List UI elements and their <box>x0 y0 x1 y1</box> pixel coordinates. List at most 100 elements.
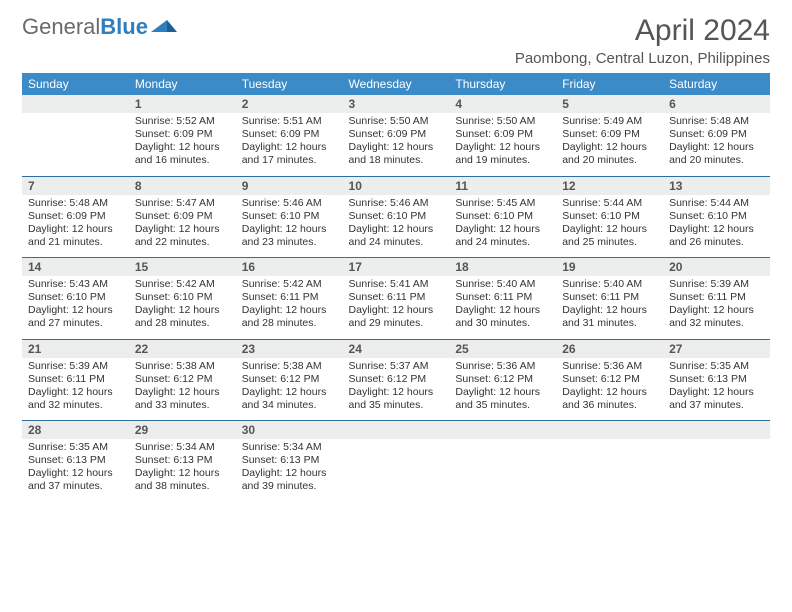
sunset-text: Sunset: 6:09 PM <box>242 128 337 141</box>
sunrise-text: Sunrise: 5:34 AM <box>242 441 337 454</box>
day-info: Sunrise: 5:44 AMSunset: 6:10 PMDaylight:… <box>663 195 770 258</box>
day-cell: Sunrise: 5:42 AMSunset: 6:10 PMDaylight:… <box>129 276 236 339</box>
daylight-text: Daylight: 12 hours and 17 minutes. <box>242 141 337 167</box>
sunset-text: Sunset: 6:12 PM <box>242 373 337 386</box>
day-cell: 25 <box>449 340 556 358</box>
day-info: Sunrise: 5:42 AMSunset: 6:10 PMDaylight:… <box>129 276 236 339</box>
day-info: Sunrise: 5:44 AMSunset: 6:10 PMDaylight:… <box>556 195 663 258</box>
daylight-text: Daylight: 12 hours and 34 minutes. <box>242 386 337 412</box>
daylight-text: Daylight: 12 hours and 24 minutes. <box>455 223 550 249</box>
day-number: 23 <box>236 340 343 358</box>
day-cell: Sunrise: 5:50 AMSunset: 6:09 PMDaylight:… <box>449 113 556 176</box>
day-cell: 24 <box>343 340 450 358</box>
day-number <box>449 421 556 439</box>
daybody-row: Sunrise: 5:43 AMSunset: 6:10 PMDaylight:… <box>22 276 770 339</box>
sunset-text: Sunset: 6:09 PM <box>562 128 657 141</box>
day-number: 28 <box>22 421 129 439</box>
day-info: Sunrise: 5:43 AMSunset: 6:10 PMDaylight:… <box>22 276 129 339</box>
day-info: Sunrise: 5:36 AMSunset: 6:12 PMDaylight:… <box>556 358 663 421</box>
daynum-row: 282930 <box>22 421 770 439</box>
day-cell: Sunrise: 5:40 AMSunset: 6:11 PMDaylight:… <box>449 276 556 339</box>
sunrise-text: Sunrise: 5:36 AM <box>562 360 657 373</box>
sunrise-text: Sunrise: 5:34 AM <box>135 441 230 454</box>
sunset-text: Sunset: 6:11 PM <box>455 291 550 304</box>
daylight-text: Daylight: 12 hours and 20 minutes. <box>669 141 764 167</box>
day-cell <box>343 421 450 439</box>
title-block: April 2024 Paombong, Central Luzon, Phil… <box>515 14 770 67</box>
day-info: Sunrise: 5:34 AMSunset: 6:13 PMDaylight:… <box>236 439 343 502</box>
day-info: Sunrise: 5:40 AMSunset: 6:11 PMDaylight:… <box>556 276 663 339</box>
day-number: 21 <box>22 340 129 358</box>
day-cell: 5 <box>556 95 663 113</box>
daybody-row: Sunrise: 5:52 AMSunset: 6:09 PMDaylight:… <box>22 113 770 176</box>
sunset-text: Sunset: 6:11 PM <box>669 291 764 304</box>
daylight-text: Daylight: 12 hours and 37 minutes. <box>28 467 123 493</box>
sunrise-text: Sunrise: 5:39 AM <box>669 278 764 291</box>
day-number: 13 <box>663 177 770 195</box>
day-number: 18 <box>449 258 556 276</box>
day-cell <box>663 421 770 439</box>
logo-text-2: Blue <box>100 14 148 40</box>
sunrise-text: Sunrise: 5:50 AM <box>455 115 550 128</box>
day-cell: Sunrise: 5:48 AMSunset: 6:09 PMDaylight:… <box>22 195 129 258</box>
day-cell: Sunrise: 5:47 AMSunset: 6:09 PMDaylight:… <box>129 195 236 258</box>
day-number: 17 <box>343 258 450 276</box>
day-cell: Sunrise: 5:44 AMSunset: 6:10 PMDaylight:… <box>663 195 770 258</box>
day-cell <box>556 421 663 439</box>
sunset-text: Sunset: 6:09 PM <box>135 210 230 223</box>
day-cell: 20 <box>663 258 770 276</box>
day-info: Sunrise: 5:39 AMSunset: 6:11 PMDaylight:… <box>663 276 770 339</box>
day-number: 16 <box>236 258 343 276</box>
daylight-text: Daylight: 12 hours and 28 minutes. <box>242 304 337 330</box>
daylight-text: Daylight: 12 hours and 24 minutes. <box>349 223 444 249</box>
day-cell: Sunrise: 5:36 AMSunset: 6:12 PMDaylight:… <box>556 358 663 421</box>
day-info: Sunrise: 5:47 AMSunset: 6:09 PMDaylight:… <box>129 195 236 258</box>
daylight-text: Daylight: 12 hours and 21 minutes. <box>28 223 123 249</box>
daylight-text: Daylight: 12 hours and 26 minutes. <box>669 223 764 249</box>
day-cell: 10 <box>343 177 450 195</box>
day-info: Sunrise: 5:39 AMSunset: 6:11 PMDaylight:… <box>22 358 129 421</box>
day-number: 24 <box>343 340 450 358</box>
calendar-table: Sunday Monday Tuesday Wednesday Thursday… <box>22 73 770 502</box>
sunset-text: Sunset: 6:09 PM <box>455 128 550 141</box>
day-cell <box>663 439 770 502</box>
sunrise-text: Sunrise: 5:45 AM <box>455 197 550 210</box>
day-cell: Sunrise: 5:48 AMSunset: 6:09 PMDaylight:… <box>663 113 770 176</box>
day-info: Sunrise: 5:38 AMSunset: 6:12 PMDaylight:… <box>236 358 343 421</box>
day-cell: 16 <box>236 258 343 276</box>
daylight-text: Daylight: 12 hours and 25 minutes. <box>562 223 657 249</box>
calendar-body: 123456Sunrise: 5:52 AMSunset: 6:09 PMDay… <box>22 95 770 502</box>
day-number: 26 <box>556 340 663 358</box>
day-info: Sunrise: 5:48 AMSunset: 6:09 PMDaylight:… <box>663 113 770 176</box>
daylight-text: Daylight: 12 hours and 38 minutes. <box>135 467 230 493</box>
sunrise-text: Sunrise: 5:38 AM <box>242 360 337 373</box>
day-cell: Sunrise: 5:46 AMSunset: 6:10 PMDaylight:… <box>343 195 450 258</box>
sunrise-text: Sunrise: 5:47 AM <box>135 197 230 210</box>
sunset-text: Sunset: 6:09 PM <box>349 128 444 141</box>
day-info: Sunrise: 5:48 AMSunset: 6:09 PMDaylight:… <box>22 195 129 258</box>
sunset-text: Sunset: 6:10 PM <box>455 210 550 223</box>
sunset-text: Sunset: 6:12 PM <box>349 373 444 386</box>
day-cell: Sunrise: 5:49 AMSunset: 6:09 PMDaylight:… <box>556 113 663 176</box>
sunrise-text: Sunrise: 5:52 AM <box>135 115 230 128</box>
day-info: Sunrise: 5:52 AMSunset: 6:09 PMDaylight:… <box>129 113 236 176</box>
day-cell: Sunrise: 5:46 AMSunset: 6:10 PMDaylight:… <box>236 195 343 258</box>
day-cell: Sunrise: 5:38 AMSunset: 6:12 PMDaylight:… <box>236 358 343 421</box>
sunrise-text: Sunrise: 5:44 AM <box>669 197 764 210</box>
day-info: Sunrise: 5:36 AMSunset: 6:12 PMDaylight:… <box>449 358 556 421</box>
day-cell: 9 <box>236 177 343 195</box>
day-cell: Sunrise: 5:50 AMSunset: 6:09 PMDaylight:… <box>343 113 450 176</box>
daylight-text: Daylight: 12 hours and 28 minutes. <box>135 304 230 330</box>
weekday-header-row: Sunday Monday Tuesday Wednesday Thursday… <box>22 73 770 95</box>
sunrise-text: Sunrise: 5:48 AM <box>669 115 764 128</box>
day-info: Sunrise: 5:37 AMSunset: 6:12 PMDaylight:… <box>343 358 450 421</box>
sunrise-text: Sunrise: 5:40 AM <box>562 278 657 291</box>
day-info: Sunrise: 5:51 AMSunset: 6:09 PMDaylight:… <box>236 113 343 176</box>
day-cell: 1 <box>129 95 236 113</box>
sunrise-text: Sunrise: 5:43 AM <box>28 278 123 291</box>
sunrise-text: Sunrise: 5:46 AM <box>349 197 444 210</box>
day-cell: Sunrise: 5:38 AMSunset: 6:12 PMDaylight:… <box>129 358 236 421</box>
day-number: 30 <box>236 421 343 439</box>
sunset-text: Sunset: 6:09 PM <box>669 128 764 141</box>
day-cell: Sunrise: 5:34 AMSunset: 6:13 PMDaylight:… <box>129 439 236 502</box>
